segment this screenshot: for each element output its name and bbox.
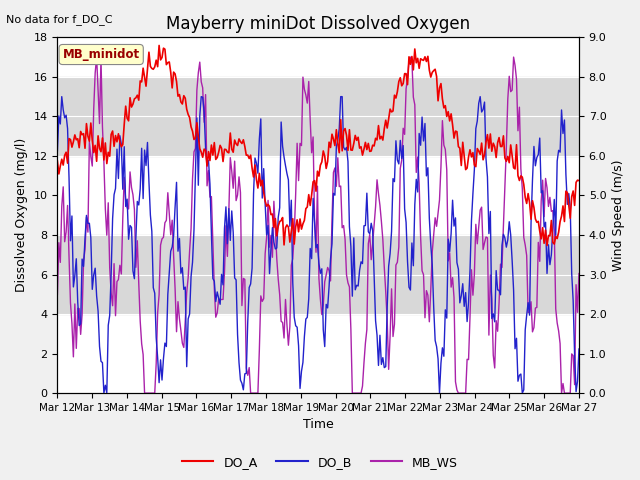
Title: Mayberry miniDot Dissolved Oxygen: Mayberry miniDot Dissolved Oxygen — [166, 15, 470, 33]
Text: No data for f_DO_C: No data for f_DO_C — [6, 14, 113, 25]
Bar — [58, 77, 579, 156]
X-axis label: Time: Time — [303, 419, 333, 432]
Y-axis label: Dissolved Oxygen (mg/l): Dissolved Oxygen (mg/l) — [15, 138, 28, 292]
Y-axis label: Wind Speed (m/s): Wind Speed (m/s) — [612, 159, 625, 271]
Bar — [58, 235, 579, 314]
Text: MB_minidot: MB_minidot — [63, 48, 140, 61]
Legend: DO_A, DO_B, MB_WS: DO_A, DO_B, MB_WS — [177, 451, 463, 474]
